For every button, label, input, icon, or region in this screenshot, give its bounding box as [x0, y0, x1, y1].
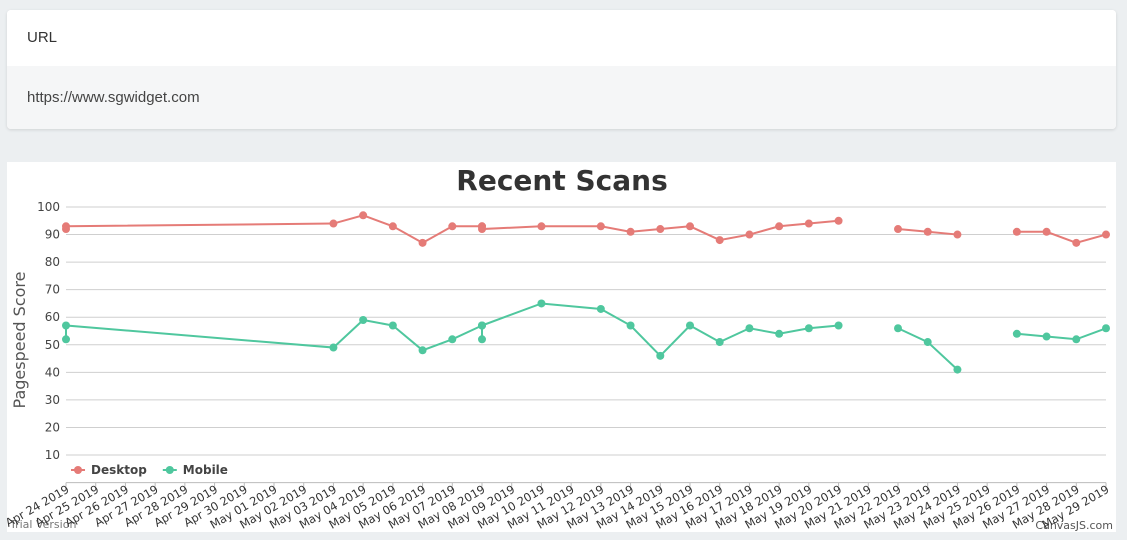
y-tick-label: 60: [45, 310, 60, 324]
url-value: https://www.sgwidget.com: [7, 66, 1116, 129]
data-point: [359, 211, 368, 220]
data-point: [388, 222, 397, 231]
data-point: [834, 216, 843, 225]
data-point: [953, 365, 962, 374]
y-tick-label: 90: [45, 228, 60, 242]
data-point: [745, 324, 754, 333]
data-point: [656, 225, 665, 234]
data-point: [894, 225, 902, 234]
data-point: [626, 227, 635, 236]
data-point: [62, 335, 70, 344]
data-point: [359, 315, 368, 324]
data-point: [418, 346, 427, 355]
series-line: [1016, 230, 1107, 244]
data-point: [923, 338, 932, 347]
data-point: [329, 343, 338, 352]
data-point: [686, 321, 694, 330]
data-point: [626, 321, 635, 330]
y-tick-label: 50: [45, 338, 60, 352]
chart: Recent Scans Pagespeed Score Trial Versi…: [7, 162, 1116, 532]
data-point: [715, 236, 724, 245]
data-point: [745, 230, 754, 239]
legend-item: Mobile: [162, 463, 228, 477]
y-tick-label: 40: [45, 365, 60, 379]
series-line: [65, 302, 839, 358]
data-point: [329, 219, 338, 228]
series-line: [897, 327, 959, 371]
data-point: [775, 222, 784, 231]
data-point: [418, 238, 427, 247]
y-tick-label: 20: [45, 420, 60, 434]
data-point: [804, 324, 813, 333]
data-point: [1012, 329, 1021, 338]
data-point: [923, 227, 932, 236]
url-card: URL https://www.sgwidget.com: [7, 10, 1116, 129]
y-tick-label: 80: [45, 255, 60, 269]
data-point: [62, 222, 70, 231]
data-point: [834, 321, 843, 330]
legend-item: Desktop: [71, 463, 147, 477]
y-tick-label: 100: [37, 200, 60, 214]
data-point: [1042, 332, 1051, 341]
data-point: [894, 324, 902, 333]
data-point: [1102, 324, 1110, 333]
data-point: [775, 329, 784, 338]
data-point: [1012, 227, 1021, 236]
legend-marker: [165, 466, 174, 474]
data-point: [448, 222, 457, 231]
series-line: [1016, 327, 1107, 341]
chart-title: Recent Scans: [456, 164, 667, 197]
data-point: [537, 222, 546, 231]
data-point: [448, 335, 457, 344]
data-point: [1072, 238, 1081, 247]
data-point: [478, 321, 486, 330]
legend-marker: [74, 466, 82, 474]
data-point: [388, 321, 397, 330]
data-point: [478, 225, 486, 234]
credit: CanvasJS.com: [1035, 519, 1113, 532]
data-point: [715, 338, 724, 347]
data-point: [62, 321, 70, 330]
card-header: URL: [7, 10, 1116, 66]
legend-label: Mobile: [183, 463, 228, 477]
data-point: [804, 219, 813, 228]
legend-label: Desktop: [91, 463, 147, 477]
data-point: [1072, 335, 1081, 344]
data-point: [537, 299, 546, 308]
y-axis-title: Pagespeed Score: [10, 272, 29, 409]
data-point: [686, 222, 694, 231]
data-point: [656, 351, 665, 360]
data-point: [596, 222, 605, 231]
y-tick-label: 30: [45, 393, 60, 407]
data-point: [1102, 230, 1110, 239]
data-point: [1042, 227, 1051, 236]
watermark: Trial Version: [9, 518, 76, 531]
data-point: [953, 230, 962, 239]
data-point: [596, 304, 605, 313]
y-tick-label: 70: [45, 283, 60, 297]
data-point: [478, 335, 486, 344]
y-tick-label: 10: [45, 448, 60, 462]
